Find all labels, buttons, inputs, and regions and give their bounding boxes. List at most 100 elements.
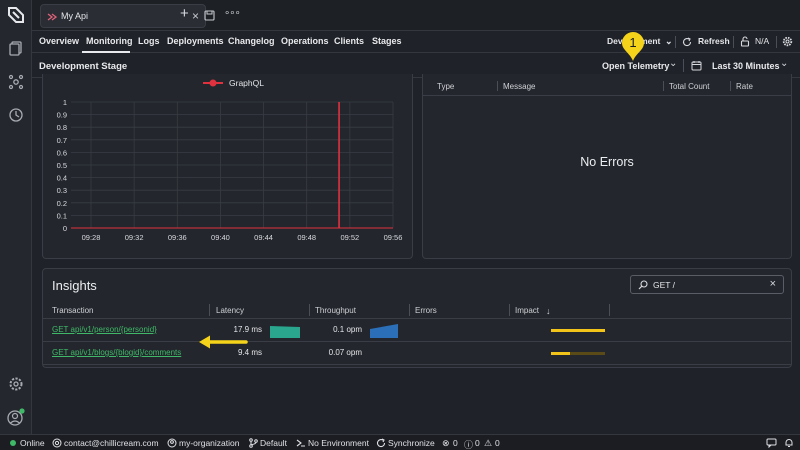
- api-document-tab[interactable]: My Api ×: [40, 4, 206, 28]
- tab-logs[interactable]: Logs: [138, 36, 160, 46]
- col-separator: [309, 304, 310, 316]
- account-avatar-icon[interactable]: [7, 408, 25, 426]
- time-range-chevron-icon[interactable]: ⌄: [780, 58, 789, 69]
- online-status: Online: [20, 438, 45, 448]
- arrow-annotation-icon: [199, 335, 248, 349]
- lock-status-value: N/A: [755, 36, 770, 46]
- y-tick-label: 0.7: [57, 136, 67, 145]
- errors-col-type[interactable]: Type: [437, 82, 455, 91]
- throughput-sparkline: [370, 324, 398, 338]
- latency-value: 9.4 ms: [237, 348, 262, 357]
- tab-monitoring[interactable]: Monitoring: [86, 36, 133, 46]
- errors-col-message[interactable]: Message: [503, 82, 536, 91]
- impact-bar: [551, 329, 605, 332]
- tab-clients[interactable]: Clients: [334, 36, 365, 46]
- history-icon[interactable]: [8, 107, 24, 123]
- x-tick-label: 09:48: [297, 233, 316, 242]
- errors-header-divider: [423, 95, 791, 96]
- col-impact[interactable]: Impact: [515, 306, 540, 315]
- feedback-icon[interactable]: [766, 438, 777, 448]
- main-navigation: Overview Monitoring Logs Deployments Cha…: [32, 31, 800, 53]
- organization-name[interactable]: my-organization: [179, 438, 240, 448]
- insights-panel: Insights GET / × Transaction Latency Thr…: [42, 268, 792, 368]
- document-tab-bar: My Api × + ∘∘∘: [32, 0, 800, 31]
- stage-divider: [683, 59, 684, 72]
- status-bar: Online contact@chillicream.com my-organi…: [0, 434, 800, 450]
- tab-title: My Api: [61, 11, 89, 21]
- col-latency[interactable]: Latency: [216, 306, 245, 315]
- info-count-icon: ⓘ: [464, 440, 474, 450]
- row-divider: [43, 364, 791, 365]
- x-tick-label: 09:44: [254, 233, 273, 242]
- tab-changelog[interactable]: Changelog: [228, 36, 275, 46]
- insights-title: Insights: [52, 278, 97, 293]
- errors-col-rate[interactable]: Rate: [736, 82, 753, 91]
- x-tick-label: 09:32: [125, 233, 144, 242]
- telemetry-selector[interactable]: Open Telemetry: [602, 61, 670, 71]
- y-tick-label: 0.3: [57, 186, 67, 195]
- impact-bar-fill: [551, 329, 605, 332]
- tab-deployments[interactable]: Deployments: [167, 36, 224, 46]
- save-icon[interactable]: [204, 10, 215, 21]
- errors-col-total-count[interactable]: Total Count: [669, 82, 710, 91]
- clear-search-icon[interactable]: ×: [769, 278, 776, 290]
- graph-icon[interactable]: [8, 74, 24, 90]
- time-range-selector[interactable]: Last 30 Minutes: [712, 61, 780, 71]
- col-separator: [209, 304, 210, 316]
- refresh-icon[interactable]: [682, 37, 692, 47]
- col-separator: [663, 81, 664, 91]
- tab-overview[interactable]: Overview: [39, 36, 80, 46]
- x-tick-label: 09:40: [211, 233, 230, 242]
- warning-count-icon: ⚠: [484, 438, 493, 448]
- col-separator: [730, 81, 731, 91]
- col-separator: [609, 304, 610, 316]
- sort-descending-icon[interactable]: ↓: [546, 306, 551, 316]
- close-tab-icon[interactable]: ×: [191, 9, 199, 23]
- tab-stages[interactable]: Stages: [372, 36, 402, 46]
- lock-open-icon[interactable]: [740, 36, 750, 47]
- col-separator: [509, 304, 510, 316]
- errors-panel: Type Message Total Count Rate No Errors: [422, 74, 792, 259]
- telemetry-chevron-icon[interactable]: ⌄: [669, 58, 678, 69]
- header-divider: [43, 318, 791, 319]
- info-count[interactable]: 0: [475, 438, 480, 448]
- warning-count[interactable]: 0: [495, 438, 500, 448]
- refresh-button[interactable]: Refresh: [698, 36, 730, 46]
- insights-search-input[interactable]: GET / ×: [630, 275, 784, 294]
- table-row[interactable]: GET api/v1/person/{personid} 17.9 ms 0.1…: [43, 319, 791, 341]
- synchronize-button[interactable]: Synchronize: [388, 438, 435, 448]
- row-divider: [43, 341, 791, 342]
- y-tick-label: 0.5: [57, 161, 67, 170]
- x-tick-label: 09:28: [82, 233, 101, 242]
- documents-icon[interactable]: [8, 40, 24, 56]
- col-throughput[interactable]: Throughput: [315, 306, 356, 315]
- error-count-icon: ⊗: [442, 438, 450, 448]
- tab-operations[interactable]: Operations: [281, 36, 329, 46]
- no-errors-message: No Errors: [580, 155, 634, 169]
- sync-icon: [376, 438, 386, 448]
- more-options-icon[interactable]: ∘∘∘: [224, 8, 241, 19]
- callout-marker-icon: 1: [622, 32, 644, 61]
- error-count[interactable]: 0: [453, 438, 458, 448]
- notifications-icon[interactable]: [784, 438, 794, 448]
- account-email[interactable]: contact@chillicream.com: [64, 438, 159, 448]
- transaction-link[interactable]: GET api/v1/blogs/{blogid}/comments: [52, 348, 182, 357]
- calendar-icon[interactable]: [691, 60, 702, 71]
- settings-icon[interactable]: [8, 376, 24, 392]
- app-logo-icon[interactable]: [7, 6, 25, 24]
- table-row[interactable]: GET api/v1/blogs/{blogid}/comments 9.4 m…: [43, 342, 791, 364]
- environment-name[interactable]: No Environment: [308, 438, 369, 448]
- stage-dropdown-chevron-icon[interactable]: ⌄: [665, 36, 673, 46]
- legend-marker: [209, 79, 217, 87]
- col-transaction[interactable]: Transaction: [52, 306, 94, 315]
- branch-icon: [249, 438, 258, 448]
- col-errors[interactable]: Errors: [415, 306, 437, 315]
- new-tab-icon[interactable]: +: [180, 5, 189, 22]
- graphql-line-chart: GraphQL 0 0.1 0.2 0.3 0.4 0.5 0.6 0.7 0.8 0.9 1 09:2…: [57, 78, 403, 242]
- gear-icon[interactable]: [782, 36, 793, 47]
- transaction-link[interactable]: GET api/v1/person/{personid}: [52, 325, 157, 334]
- branch-name[interactable]: Default: [260, 438, 287, 448]
- y-tick-label: 0.9: [57, 111, 67, 120]
- y-tick-label: 0.6: [57, 148, 67, 157]
- y-tick-label: 1: [63, 98, 67, 107]
